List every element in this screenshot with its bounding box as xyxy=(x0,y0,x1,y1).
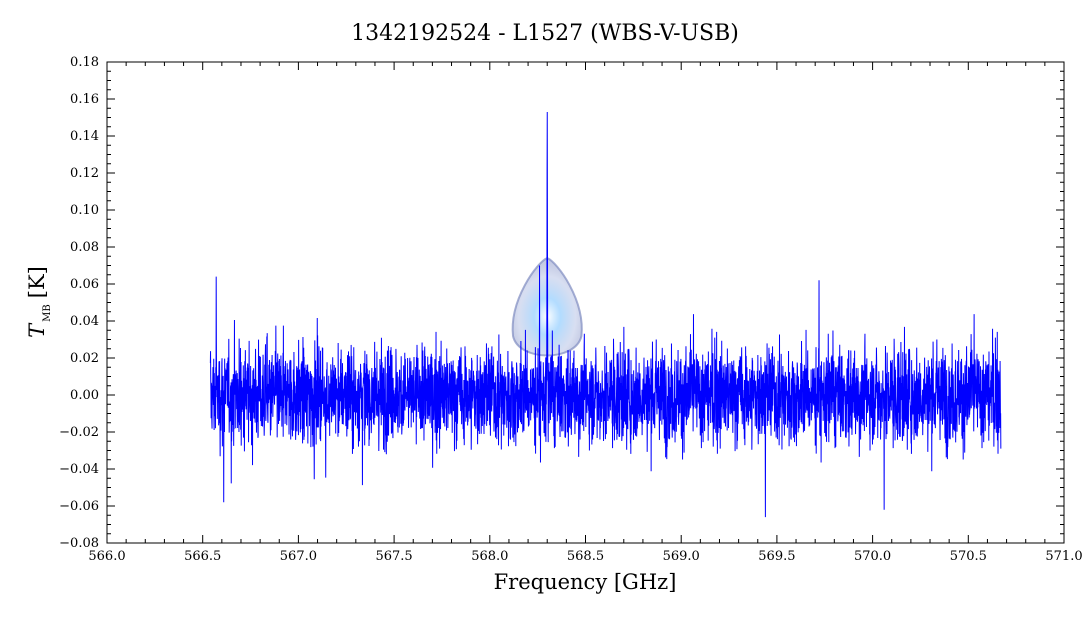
x-tick-label: 568.5 xyxy=(567,549,604,564)
y-tick-label: −0.06 xyxy=(59,499,99,514)
y-axis-label: TMB [K] xyxy=(25,266,53,338)
x-tick-label: 571.0 xyxy=(1045,549,1082,564)
spectrum-series xyxy=(209,111,1002,518)
axis-ticks xyxy=(106,61,1065,544)
y-tick-label: −0.04 xyxy=(59,462,99,477)
y-tick-label: 0.16 xyxy=(70,92,99,107)
y-axis-label-text: TMB [K] xyxy=(25,266,53,338)
x-tick-label: 569.5 xyxy=(758,549,795,564)
y-tick-label: 0.14 xyxy=(70,129,99,144)
y-axis-label-main: T xyxy=(25,322,49,338)
x-tick-label: 566.0 xyxy=(88,549,125,564)
x-axis-label: Frequency [GHz] xyxy=(494,570,677,594)
y-axis-label-unit: [K] xyxy=(25,266,49,298)
chart-title: 1342192524 - L1527 (WBS-V-USB) xyxy=(351,21,739,46)
y-axis-label-sub: MB xyxy=(42,304,53,322)
y-tick-label: 0.02 xyxy=(70,351,99,366)
y-tick-labels: −0.08 −0.06 −0.04 −0.02 0.00 0.02 0.04 0.06 0.08… xyxy=(59,55,99,551)
x-tick-label: 567.0 xyxy=(280,549,317,564)
y-tick-label: 0.00 xyxy=(70,388,99,403)
y-tick-label: 0.12 xyxy=(70,166,99,181)
x-tick-label: 567.5 xyxy=(375,549,412,564)
x-tick-label: 566.5 xyxy=(184,549,221,564)
y-tick-label: 0.04 xyxy=(70,314,99,329)
x-tick-label: 568.0 xyxy=(471,549,508,564)
y-tick-label: 0.06 xyxy=(70,277,99,292)
x-tick-label: 570.0 xyxy=(854,549,891,564)
x-tick-labels: 566.0 566.5 567.0 567.5 568.0 568.5 569.0 569.5… xyxy=(88,549,1082,564)
y-tick-label: −0.08 xyxy=(59,536,99,551)
y-tick-label: 0.08 xyxy=(70,240,99,255)
plot-frame xyxy=(106,61,1065,544)
y-tick-label: 0.18 xyxy=(70,55,99,70)
x-tick-label: 569.0 xyxy=(663,549,700,564)
y-tick-label: −0.02 xyxy=(59,425,99,440)
x-tick-label: 570.5 xyxy=(950,549,987,564)
plot-area xyxy=(106,61,1065,544)
spectrum-line xyxy=(209,111,1002,518)
y-tick-label: 0.10 xyxy=(70,203,99,218)
